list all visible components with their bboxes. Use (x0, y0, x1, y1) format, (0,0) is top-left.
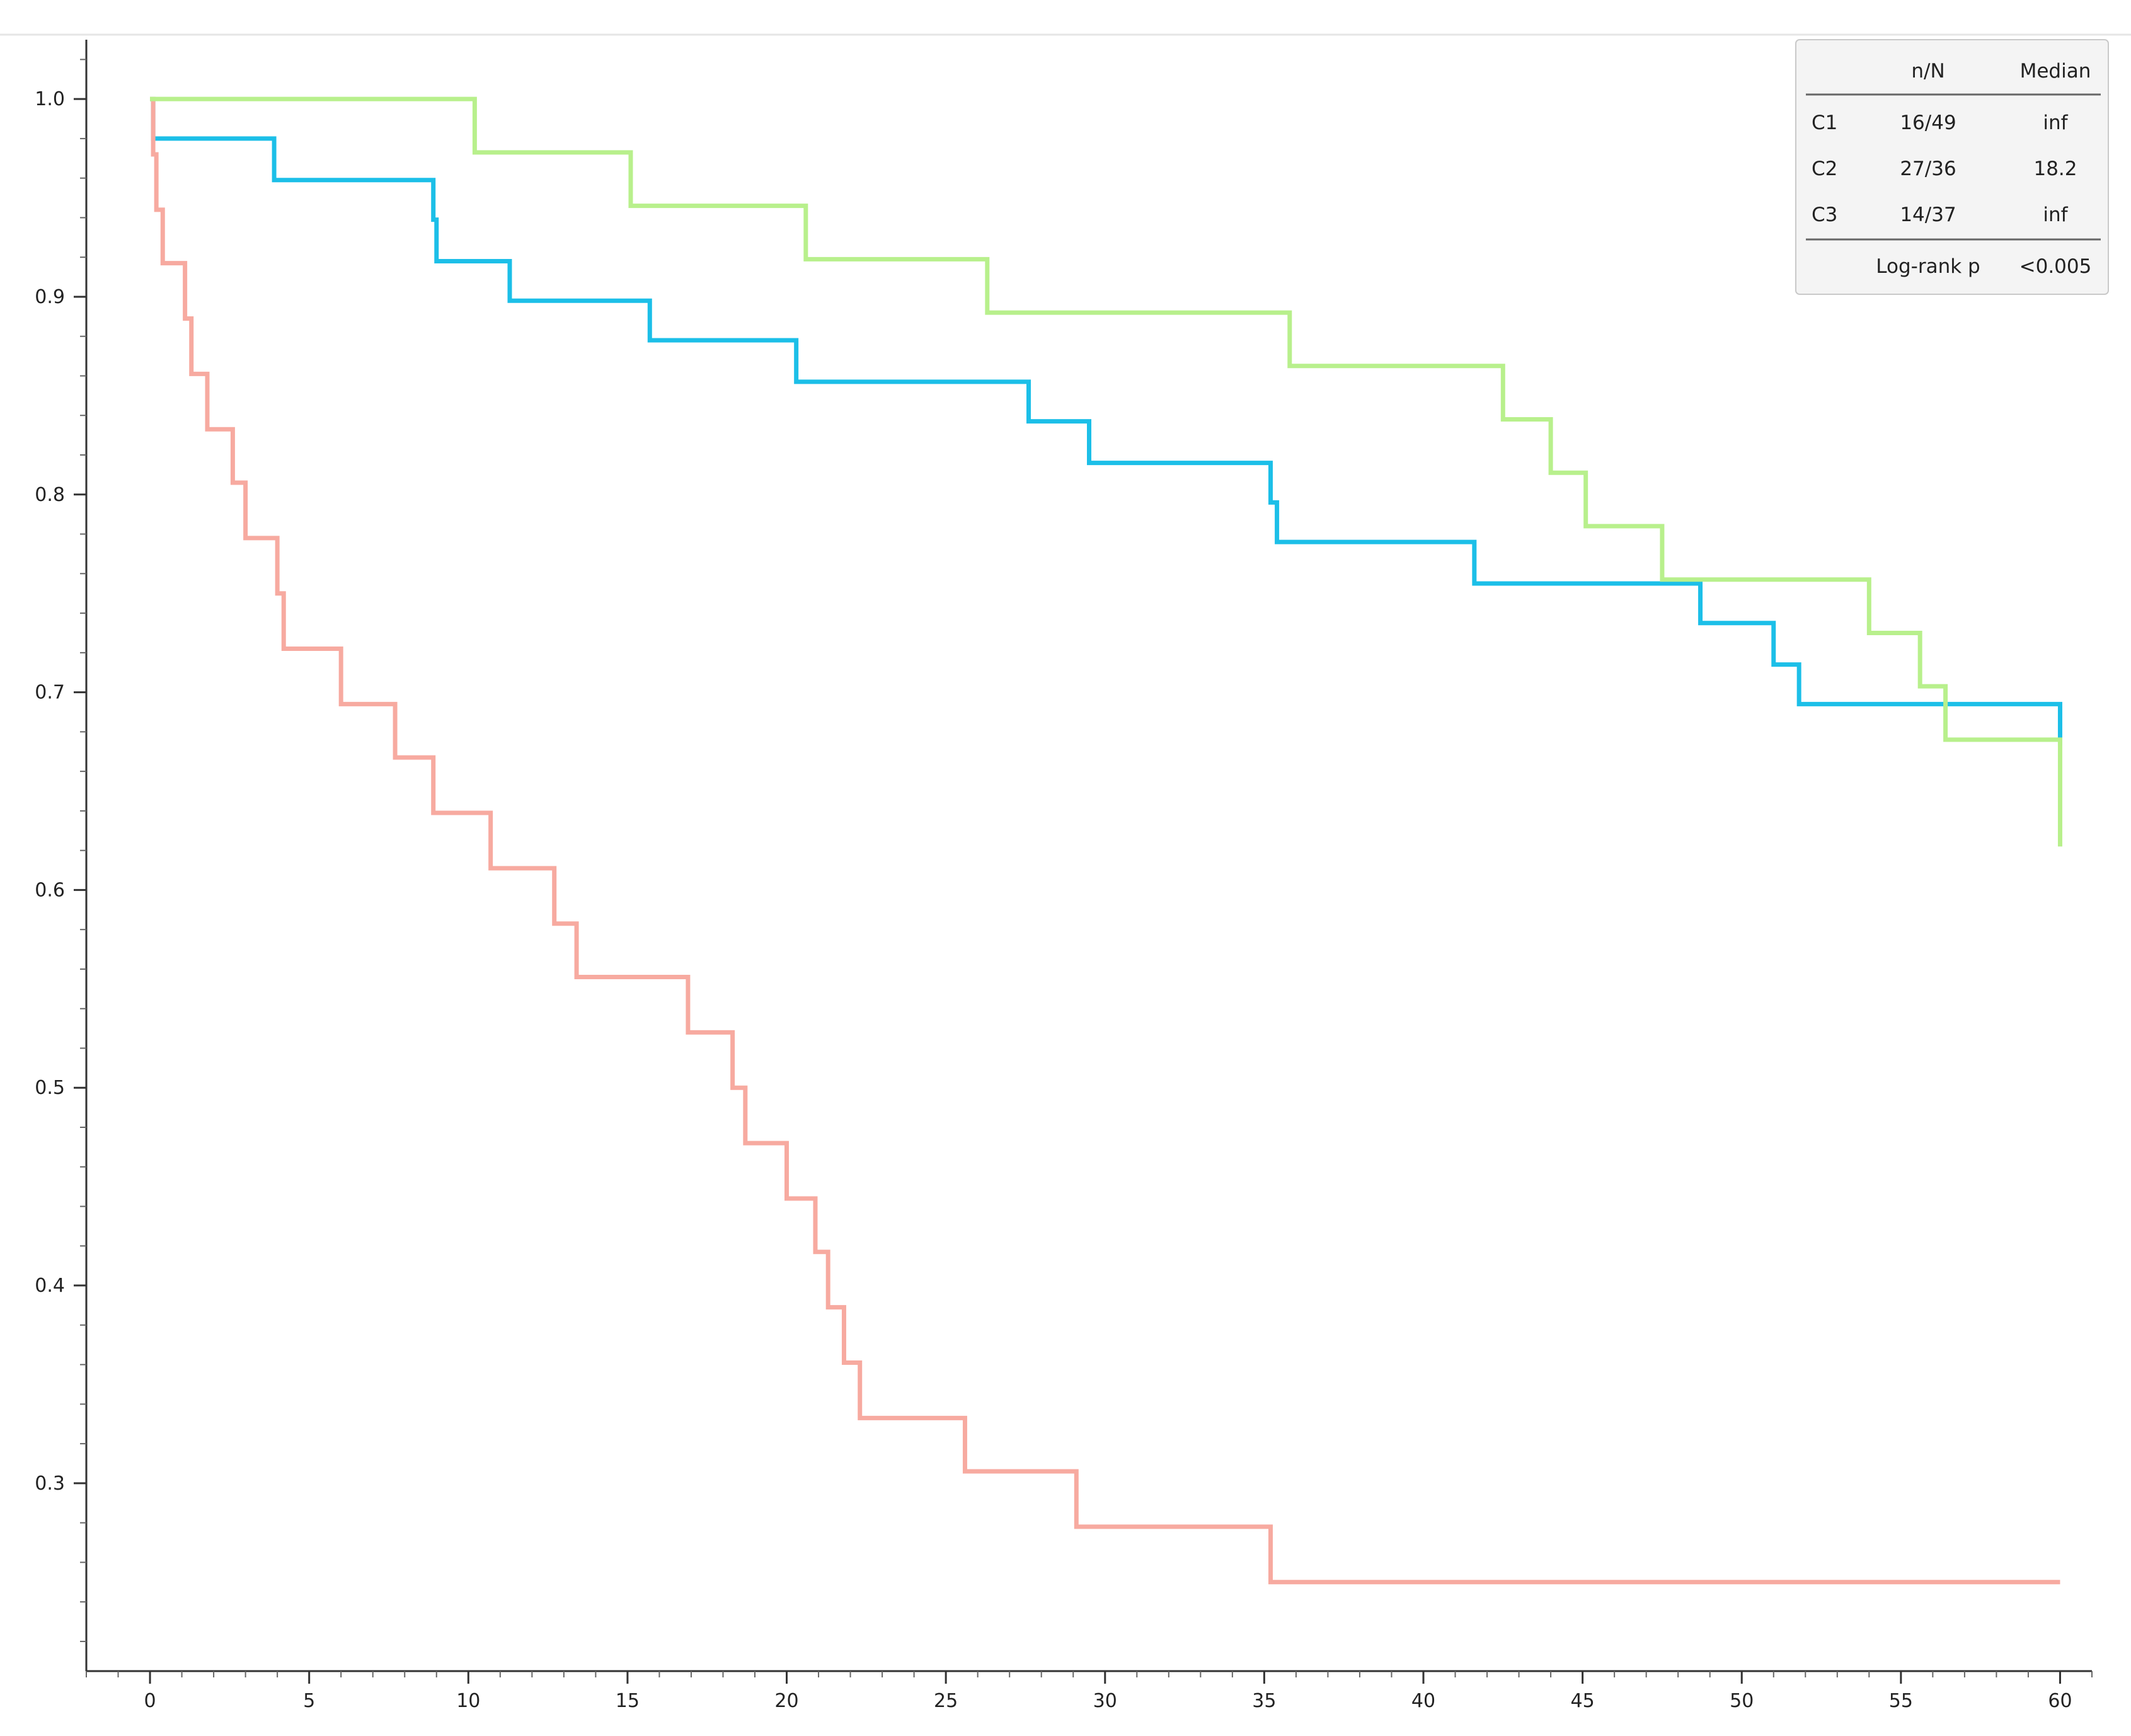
x-tick-label: 25 (934, 1690, 958, 1712)
y-tick-label: 0.4 (35, 1275, 65, 1297)
x-tick-label: 15 (616, 1690, 640, 1712)
legend-row-c2-label: C2 (1812, 158, 1837, 180)
legend-row-c1-nN: 16/49 (1900, 112, 1956, 134)
legend: n/N Median C1 16/49 inf C2 27/36 18.2 C3… (1795, 39, 2109, 295)
legend-box (1795, 39, 2109, 295)
y-tick-label: 0.8 (35, 484, 65, 506)
y-tick-label: 0.5 (35, 1077, 65, 1099)
legend-row-c1-median: inf (2043, 112, 2068, 134)
legend-row-c2-nN: 27/36 (1900, 158, 1956, 180)
series-line-c2 (150, 96, 2060, 1585)
axes: 0.3 0.4 0.5 0.6 0.7 0.8 0.9 1.0 0 5 10 15 20 25 30 35 40… (35, 40, 2093, 1712)
legend-row-c1-label: C1 (1812, 112, 1837, 134)
y-tick-label: 0.9 (35, 286, 65, 308)
x-tick-label: 45 (1571, 1690, 1595, 1712)
legend-header-median: Median (2020, 60, 2091, 83)
x-tick-label: 0 (144, 1690, 156, 1712)
y-tick-label: 0.3 (35, 1473, 65, 1495)
series-line-c3 (150, 96, 2062, 847)
y-tick-label: 0.7 (35, 682, 65, 704)
series-line-c1 (150, 96, 2062, 746)
legend-row-c3-label: C3 (1812, 204, 1837, 226)
x-tick-label: 5 (303, 1690, 315, 1712)
x-tick-label: 60 (2048, 1690, 2072, 1712)
legend-footer-value: <0.005 (2019, 255, 2092, 278)
x-tick-label: 10 (456, 1690, 480, 1712)
legend-header-nN: n/N (1911, 60, 1944, 83)
legend-row-c3-nN: 14/37 (1900, 204, 1956, 226)
x-tick-label: 55 (1889, 1690, 1913, 1712)
x-tick-label: 35 (1252, 1690, 1276, 1712)
x-tick-label: 30 (1093, 1690, 1117, 1712)
series-layer (150, 96, 2062, 1585)
legend-footer-label: Log-rank p (1876, 255, 1980, 278)
y-tick-label: 1.0 (35, 88, 65, 110)
x-tick-label: 50 (1730, 1690, 1754, 1712)
x-tick-label: 40 (1411, 1690, 1435, 1712)
y-tick-label: 0.6 (35, 879, 65, 901)
legend-row-c2-median: 18.2 (2033, 158, 2077, 180)
legend-row-c3-median: inf (2043, 204, 2068, 226)
x-tick-label: 20 (774, 1690, 798, 1712)
